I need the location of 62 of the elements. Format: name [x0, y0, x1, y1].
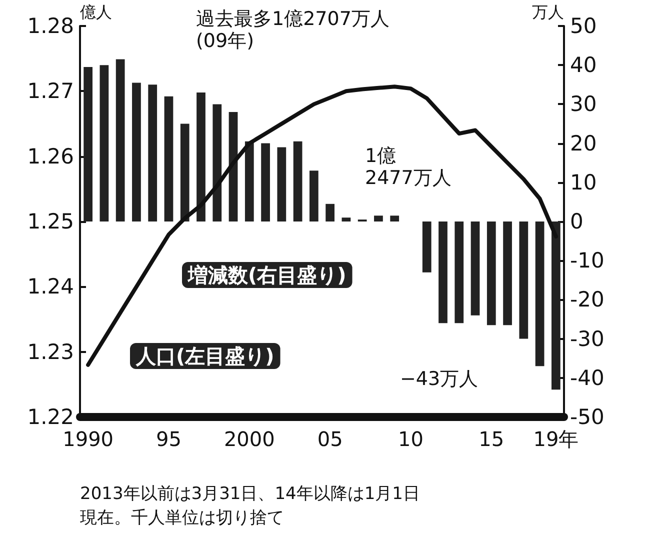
annotation: 過去最多1億2707万人 (09年) [196, 8, 390, 52]
x-tick-label: 10 [398, 427, 424, 451]
bar [116, 59, 125, 222]
bar [228, 112, 238, 222]
y-tick-label: 1.24 [27, 274, 74, 299]
bar [454, 222, 464, 324]
bar [390, 216, 400, 222]
y2-tick-label: 10 [570, 170, 597, 194]
line-series [86, 84, 558, 367]
bar [261, 143, 270, 222]
bar [148, 84, 158, 222]
bar [277, 147, 286, 222]
x-tick-label: 15 [478, 427, 504, 451]
bar [132, 82, 141, 222]
bar [486, 222, 496, 326]
bar [519, 222, 528, 339]
y2-tick-label: 20 [570, 131, 597, 156]
annotation: −43万人 [400, 368, 478, 390]
bar [196, 92, 206, 222]
annotation: 1億 2477万人 [365, 145, 452, 189]
y2-tick-label: 50 [570, 14, 597, 38]
bar [470, 222, 480, 316]
y-tick-label: 1.23 [27, 340, 74, 364]
bar [374, 216, 383, 222]
bar [164, 96, 174, 222]
bar [535, 222, 544, 366]
y2-tick-label: -20 [570, 288, 604, 312]
y2-axis-title: 万人 [532, 2, 564, 22]
text: 増減数(右目盛り) [187, 263, 346, 287]
bar [244, 141, 254, 222]
y-tick-label: 1.28 [27, 14, 74, 38]
y2-tick-label: -50 [570, 405, 604, 429]
bar [293, 141, 302, 222]
text: 2013年以前は3月31日、14年以降は1月1日現在。千人単位は切り捨て [80, 484, 420, 528]
bar [326, 204, 335, 222]
bar [438, 222, 448, 324]
bar [342, 218, 351, 222]
y2-tick-label: -10 [570, 248, 604, 273]
y2-tick-label: -40 [570, 366, 604, 390]
y2-tick-label: 0 [570, 210, 584, 234]
bar [100, 65, 109, 222]
y2-tick-label: 40 [570, 53, 597, 78]
bar [503, 222, 512, 326]
bar [212, 104, 222, 222]
y-tick-label: 1.22 [27, 405, 74, 429]
y-tick-label: 1.26 [27, 144, 74, 168]
x-tick-label: 19年 [533, 427, 579, 451]
y-axis-title: 億人 [80, 2, 112, 22]
y-tick-label: 1.27 [27, 79, 74, 104]
bar [551, 222, 560, 390]
x-tick-label: 95 [156, 427, 182, 451]
y2-tick-label: 30 [570, 92, 597, 116]
bar [84, 67, 93, 222]
bar [422, 222, 432, 272]
x-tick-label: 05 [317, 427, 343, 451]
bar [309, 170, 318, 222]
y-tick-label: 1.25 [27, 210, 74, 234]
x-tick-label: 2000 [224, 427, 275, 451]
series-label: 人口(左目盛り) [135, 344, 274, 368]
bar [180, 124, 190, 222]
y2-tick-label: -30 [570, 326, 604, 351]
x-tick-label: 1990 [62, 427, 114, 451]
